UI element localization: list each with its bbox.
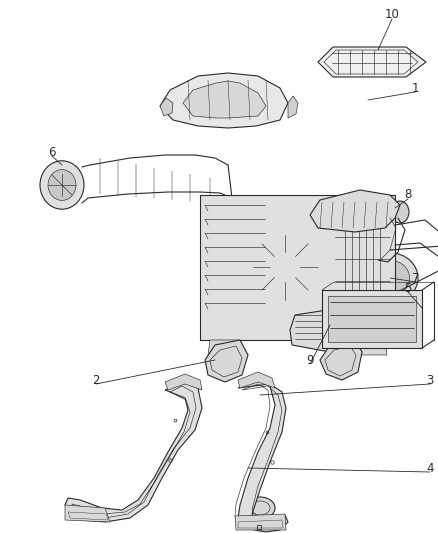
Ellipse shape <box>250 232 320 302</box>
Polygon shape <box>238 372 275 388</box>
Polygon shape <box>290 308 372 352</box>
Polygon shape <box>160 73 288 128</box>
Text: 2: 2 <box>92 374 100 386</box>
Ellipse shape <box>268 249 303 285</box>
Polygon shape <box>65 505 110 522</box>
Ellipse shape <box>245 497 275 519</box>
Text: 9: 9 <box>306 353 314 367</box>
Polygon shape <box>238 380 288 532</box>
Text: 4: 4 <box>426 462 434 474</box>
Polygon shape <box>200 195 395 340</box>
Ellipse shape <box>371 260 410 296</box>
Polygon shape <box>208 340 242 355</box>
Polygon shape <box>320 340 362 380</box>
Text: 10: 10 <box>385 9 399 21</box>
Polygon shape <box>165 374 202 390</box>
Text: 8: 8 <box>404 189 412 201</box>
Ellipse shape <box>235 217 335 317</box>
Polygon shape <box>288 96 298 118</box>
Text: 3: 3 <box>426 374 434 386</box>
Text: 6: 6 <box>48 146 56 158</box>
Polygon shape <box>322 290 422 348</box>
Text: 5: 5 <box>404 281 412 295</box>
Text: 1: 1 <box>411 82 419 94</box>
Polygon shape <box>205 340 248 382</box>
Ellipse shape <box>40 161 84 209</box>
Polygon shape <box>318 47 426 77</box>
Polygon shape <box>310 190 400 232</box>
Polygon shape <box>235 514 286 530</box>
Polygon shape <box>65 382 202 522</box>
Ellipse shape <box>362 253 418 303</box>
Text: 7: 7 <box>412 271 420 285</box>
Polygon shape <box>160 98 173 116</box>
Polygon shape <box>328 296 416 342</box>
Polygon shape <box>183 81 266 118</box>
Polygon shape <box>353 340 387 355</box>
Ellipse shape <box>391 201 409 223</box>
Ellipse shape <box>48 169 76 200</box>
